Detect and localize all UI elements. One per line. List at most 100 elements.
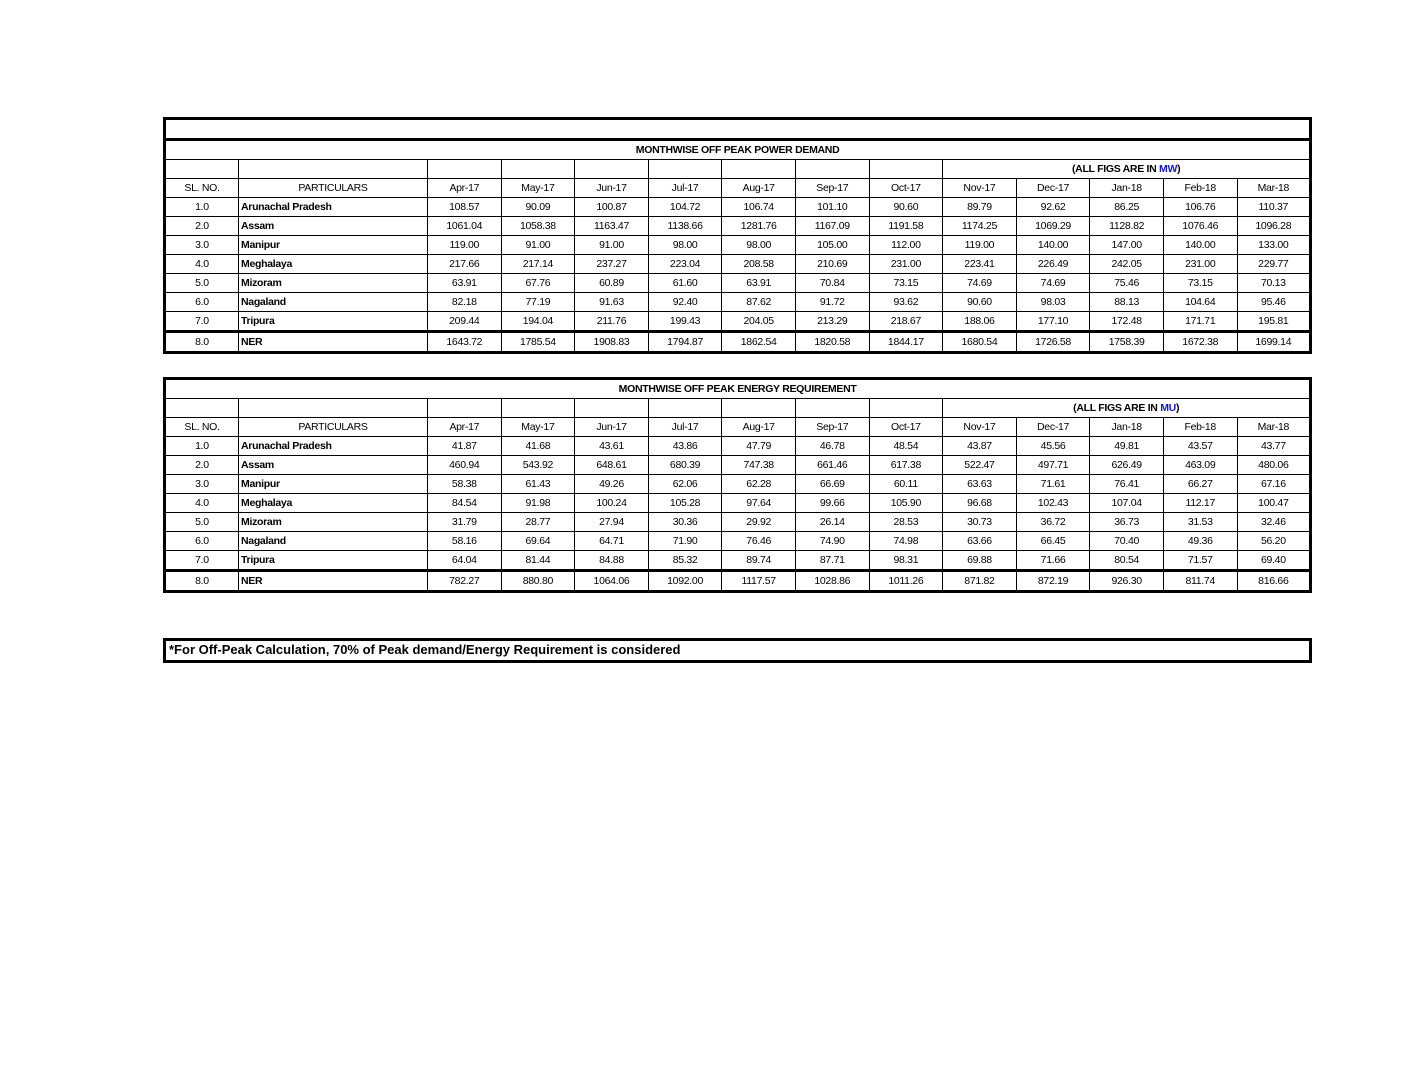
header-particulars: PARTICULARS [238,178,428,198]
off-peak-power-demand-table: MONTHWISE OFF PEAK POWER DEMAND (ALL FIGS… [163,117,1313,354]
particular-name: Mizoram [238,512,428,532]
value-cell: 84.54 [427,493,502,513]
blank-cell [427,159,502,179]
particular-name: Nagaland [238,292,428,312]
value-cell: 69.64 [500,531,576,551]
value-cell: 96.68 [942,493,1017,513]
value-cell: 208.58 [721,254,796,274]
value-cell: 204.05 [721,311,796,332]
blank-cell [574,159,649,179]
table-row: 4.0 Meghalaya 84.54 91.98 100.24 105.28 97.64 9… [164,493,1312,513]
value-cell: 98.00 [721,235,796,255]
value-cell: 36.73 [1089,512,1164,532]
value-cell: 112.00 [868,235,944,255]
value-cell: 91.72 [794,292,870,312]
table-row: 7.0 Tripura 209.44 194.04 211.76 199.43 204.05… [164,311,1312,332]
blank-cell [427,398,502,418]
footnote: *For Off-Peak Calculation, 70% of Peak d… [163,638,1312,663]
value-cell: 210.69 [794,254,870,274]
value-cell: 43.87 [942,436,1017,456]
particular-name: Mizoram [238,273,428,293]
blank-cell [868,159,944,179]
table-row: 3.0 Manipur 119.00 91.00 91.00 98.00 98.00 105.… [164,235,1312,255]
value-cell: 60.89 [574,273,649,293]
value-cell: 91.98 [500,493,576,513]
value-cell: 71.57 [1162,550,1238,571]
value-cell: 242.05 [1089,254,1164,274]
value-cell: 70.40 [1089,531,1164,551]
particular-name: Tripura [238,550,428,571]
value-cell: 1061.04 [427,216,502,236]
table-row: 1.0 Arunachal Pradesh 108.57 90.09 100.87 104… [164,197,1312,217]
value-cell: 82.18 [427,292,502,312]
header-month: Feb-18 [1162,417,1238,437]
value-cell: 1680.54 [942,330,1017,353]
particular-name: Manipur [238,235,428,255]
value-cell: 226.49 [1015,254,1091,274]
value-cell: 133.00 [1236,235,1312,255]
value-cell: 98.03 [1015,292,1091,312]
value-cell: 29.92 [721,512,796,532]
value-cell: 84.88 [574,550,649,571]
value-cell: 213.29 [794,311,870,332]
value-cell: 31.79 [427,512,502,532]
header-row: SL. NO. PARTICULARS Apr-17 May-17 Jun-17 Jul-… [164,417,1312,437]
header-month: Aug-17 [721,178,796,198]
sl-no: 2.0 [164,216,239,236]
off-peak-energy-requirement-table: MONTHWISE OFF PEAK ENERGY REQUIREMENT (AL… [163,377,1313,593]
blank-cell [794,159,870,179]
value-cell: 89.79 [942,197,1017,217]
blank-cell [794,398,870,418]
value-cell: 71.66 [1015,550,1091,571]
value-cell: 61.60 [647,273,723,293]
value-cell: 1281.76 [721,216,796,236]
header-month: Feb-18 [1162,178,1238,198]
value-cell: 105.90 [868,493,944,513]
value-cell: 105.28 [647,493,723,513]
value-cell: 60.11 [868,474,944,494]
value-cell: 66.27 [1162,474,1238,494]
particular-name: Assam [238,455,428,475]
value-cell: 30.73 [942,512,1017,532]
header-row: SL. NO. PARTICULARS Apr-17 May-17 Jun-17 Jul-… [164,178,1312,198]
value-cell: 75.46 [1089,273,1164,293]
value-cell: 1011.26 [868,569,944,592]
header-month: May-17 [500,417,576,437]
value-cell: 1174.25 [942,216,1017,236]
unit-label: MW [1159,163,1178,175]
sl-no: 8.0 [164,330,239,353]
value-cell: 101.10 [794,197,870,217]
value-cell: 90.60 [942,292,1017,312]
units-row: (ALL FIGS ARE IN MU) [164,398,1312,418]
value-cell: 41.68 [500,436,576,456]
value-cell: 217.14 [500,254,576,274]
value-cell: 43.86 [647,436,723,456]
value-cell: 76.41 [1089,474,1164,494]
value-cell: 172.48 [1089,311,1164,332]
value-cell: 119.00 [427,235,502,255]
header-month: May-17 [500,178,576,198]
blank-cell [500,159,576,179]
value-cell: 1758.39 [1089,330,1164,353]
value-cell: 782.27 [427,569,502,592]
value-cell: 229.77 [1236,254,1312,274]
particular-name: Meghalaya [238,493,428,513]
value-cell: 223.04 [647,254,723,274]
sl-no: 6.0 [164,531,239,551]
table-row: 3.0 Manipur 58.38 61.43 49.26 62.06 62.28 66.69… [164,474,1312,494]
table-title: MONTHWISE OFF PEAK ENERGY REQUIREMENT [163,378,1312,399]
particular-name: Arunachal Pradesh [238,197,428,217]
sl-no: 3.0 [164,235,239,255]
blank-cell [238,398,428,418]
value-cell: 1643.72 [427,330,502,353]
header-month: Nov-17 [942,417,1017,437]
value-cell: 106.76 [1162,197,1238,217]
sl-no: 5.0 [164,512,239,532]
value-cell: 218.67 [868,311,944,332]
value-cell: 63.91 [427,273,502,293]
sl-no: 6.0 [164,292,239,312]
sl-no: 2.0 [164,455,239,475]
value-cell: 231.00 [868,254,944,274]
header-month: Dec-17 [1015,417,1091,437]
header-month: Jan-18 [1089,178,1164,198]
